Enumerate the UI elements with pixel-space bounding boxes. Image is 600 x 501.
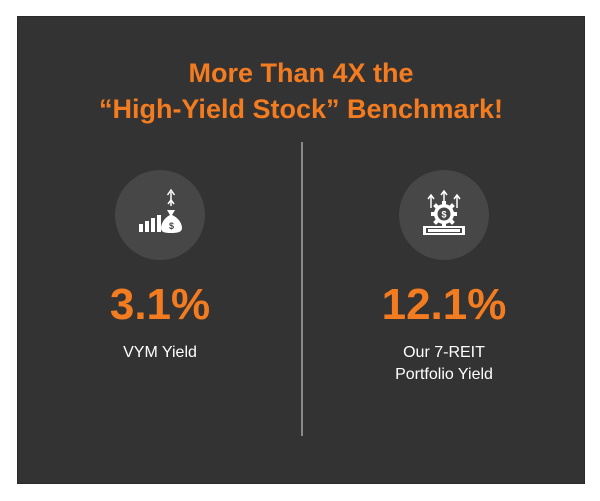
- money-bag-growth-icon: $: [115, 170, 205, 260]
- headline-line-2: “High-Yield Stock” Benchmark!: [98, 94, 504, 124]
- money-gear-portfolio-icon: $: [399, 170, 489, 260]
- reit-yield-label-line-2: Portfolio Yield: [395, 366, 493, 383]
- vym-yield-value: 3.1%: [109, 280, 211, 329]
- reit-yield-label: Our 7-REIT Portfolio Yield: [302, 342, 586, 386]
- reit-yield-value: 12.1%: [381, 280, 507, 329]
- infographic-panel: More Than 4X the “High-Yield Stock” Benc…: [17, 16, 585, 484]
- vym-yield-label-line: VYM Yield: [123, 344, 197, 361]
- headline: More Than 4X the “High-Yield Stock” Benc…: [18, 55, 584, 127]
- vym-yield-label: VYM Yield: [18, 342, 302, 364]
- svg-text:$: $: [169, 221, 174, 231]
- column-divider: [301, 142, 303, 436]
- reit-yield-label-line-1: Our 7-REIT: [403, 344, 485, 361]
- headline-line-1: More Than 4X the: [188, 58, 414, 88]
- svg-text:$: $: [441, 210, 446, 220]
